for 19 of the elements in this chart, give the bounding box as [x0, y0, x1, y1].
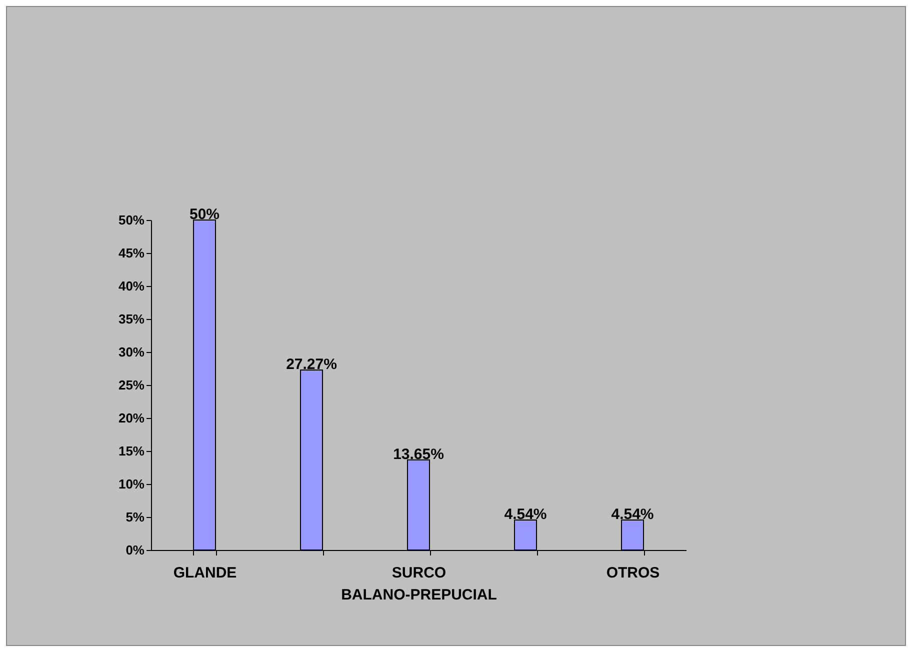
data-label: 13.65% — [393, 446, 444, 463]
y-tick-label: 0% — [126, 542, 145, 558]
y-tick-label: 15% — [118, 444, 145, 458]
data-label: 4.54% — [504, 506, 547, 524]
y-tick-label: 20% — [118, 410, 145, 426]
x-tick-label: GLANDE — [173, 564, 237, 582]
y-tick-label: 35% — [118, 312, 145, 326]
y-tick-label: 40% — [118, 278, 145, 294]
y-tick-label: 45% — [118, 246, 145, 260]
data-label: 27.27% — [286, 356, 337, 374]
y-tick-label: 10% — [118, 476, 145, 492]
y-tick-label: 25% — [118, 378, 145, 392]
x-tick-label: SURCO BALANO-PREPUCIAL — [341, 564, 497, 604]
x-tick-label: OTROS — [606, 564, 660, 582]
y-tick-label: 30% — [118, 344, 145, 360]
data-label: 4.54% — [611, 506, 654, 524]
y-tick-label: 5% — [126, 510, 145, 524]
data-label: 50% — [189, 206, 220, 223]
y-tick-label: 50% — [118, 212, 145, 228]
